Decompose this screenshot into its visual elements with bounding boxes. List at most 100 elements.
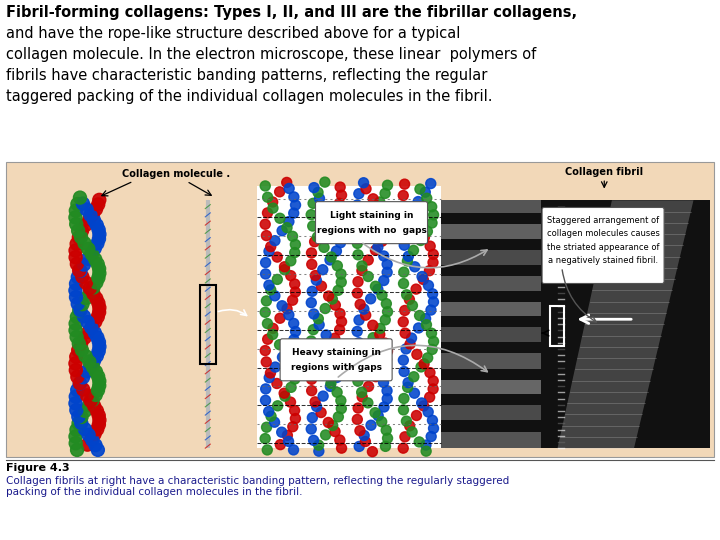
Circle shape bbox=[77, 310, 90, 323]
Circle shape bbox=[372, 369, 382, 379]
Circle shape bbox=[323, 342, 333, 353]
Circle shape bbox=[90, 219, 103, 232]
Circle shape bbox=[325, 381, 336, 391]
Circle shape bbox=[380, 338, 390, 348]
Circle shape bbox=[82, 428, 95, 441]
Circle shape bbox=[400, 432, 410, 442]
Circle shape bbox=[312, 232, 323, 242]
Circle shape bbox=[264, 407, 274, 416]
Circle shape bbox=[309, 309, 319, 319]
Circle shape bbox=[89, 202, 102, 215]
Text: and have the rope-like structure described above for a typical: and have the rope-like structure describ… bbox=[6, 26, 460, 41]
Circle shape bbox=[381, 425, 391, 435]
Circle shape bbox=[73, 377, 86, 390]
Bar bbox=[441, 239, 541, 250]
Circle shape bbox=[425, 368, 435, 377]
Circle shape bbox=[71, 370, 84, 383]
Circle shape bbox=[382, 228, 392, 238]
Circle shape bbox=[289, 335, 299, 345]
Circle shape bbox=[290, 366, 300, 376]
Circle shape bbox=[307, 259, 317, 269]
Bar bbox=[441, 380, 541, 394]
Circle shape bbox=[69, 317, 82, 330]
Circle shape bbox=[261, 296, 271, 306]
Circle shape bbox=[69, 437, 82, 450]
Circle shape bbox=[319, 242, 329, 252]
Circle shape bbox=[261, 231, 271, 241]
Circle shape bbox=[266, 368, 276, 378]
Bar bbox=[441, 315, 541, 327]
Circle shape bbox=[70, 238, 84, 251]
Bar bbox=[441, 276, 541, 291]
Circle shape bbox=[73, 231, 86, 244]
Circle shape bbox=[74, 303, 87, 316]
Circle shape bbox=[379, 251, 389, 261]
Circle shape bbox=[368, 206, 378, 217]
Circle shape bbox=[91, 310, 104, 323]
Circle shape bbox=[371, 245, 380, 255]
Circle shape bbox=[336, 396, 346, 406]
Circle shape bbox=[333, 412, 343, 422]
Text: packing of the individual collagen molecules in the fibril.: packing of the individual collagen molec… bbox=[6, 487, 302, 497]
Circle shape bbox=[417, 398, 427, 408]
Circle shape bbox=[336, 316, 346, 327]
Bar bbox=[441, 265, 541, 276]
Circle shape bbox=[426, 179, 436, 188]
Circle shape bbox=[323, 417, 333, 428]
Circle shape bbox=[407, 427, 417, 437]
Circle shape bbox=[72, 417, 85, 430]
Circle shape bbox=[382, 346, 392, 356]
Circle shape bbox=[359, 178, 369, 188]
Circle shape bbox=[89, 438, 102, 451]
Circle shape bbox=[379, 377, 389, 388]
Bar bbox=[441, 420, 541, 432]
Circle shape bbox=[415, 235, 426, 246]
Circle shape bbox=[314, 320, 324, 330]
Text: Staggered arrangement of: Staggered arrangement of bbox=[547, 216, 659, 225]
Circle shape bbox=[291, 327, 300, 336]
Circle shape bbox=[69, 357, 82, 370]
Circle shape bbox=[307, 221, 318, 231]
Circle shape bbox=[284, 184, 294, 193]
Circle shape bbox=[335, 435, 345, 445]
Circle shape bbox=[332, 373, 342, 382]
Circle shape bbox=[70, 277, 83, 290]
Circle shape bbox=[79, 219, 92, 232]
Circle shape bbox=[405, 213, 415, 222]
Circle shape bbox=[382, 259, 392, 269]
Circle shape bbox=[69, 244, 82, 257]
Circle shape bbox=[70, 350, 83, 363]
Circle shape bbox=[91, 384, 104, 397]
Circle shape bbox=[92, 271, 105, 284]
Circle shape bbox=[355, 299, 365, 309]
Circle shape bbox=[354, 212, 364, 221]
Circle shape bbox=[261, 384, 271, 394]
Circle shape bbox=[89, 315, 102, 328]
Bar bbox=[441, 224, 541, 239]
Circle shape bbox=[72, 343, 85, 356]
Circle shape bbox=[261, 258, 271, 267]
Circle shape bbox=[359, 430, 369, 441]
Circle shape bbox=[268, 329, 278, 340]
Circle shape bbox=[87, 214, 100, 227]
Circle shape bbox=[85, 433, 98, 446]
Circle shape bbox=[310, 271, 320, 280]
Circle shape bbox=[264, 246, 274, 256]
Circle shape bbox=[377, 363, 387, 373]
Circle shape bbox=[364, 381, 374, 391]
Circle shape bbox=[398, 229, 408, 239]
Circle shape bbox=[277, 352, 287, 362]
Circle shape bbox=[408, 245, 418, 255]
Circle shape bbox=[398, 317, 408, 327]
Circle shape bbox=[289, 208, 299, 218]
Circle shape bbox=[89, 242, 102, 255]
Circle shape bbox=[366, 233, 376, 242]
Circle shape bbox=[277, 301, 287, 310]
Circle shape bbox=[373, 284, 383, 294]
Circle shape bbox=[260, 219, 270, 229]
Circle shape bbox=[421, 320, 431, 330]
Circle shape bbox=[86, 208, 99, 221]
Circle shape bbox=[69, 284, 82, 297]
Circle shape bbox=[328, 294, 338, 304]
Circle shape bbox=[328, 213, 338, 223]
